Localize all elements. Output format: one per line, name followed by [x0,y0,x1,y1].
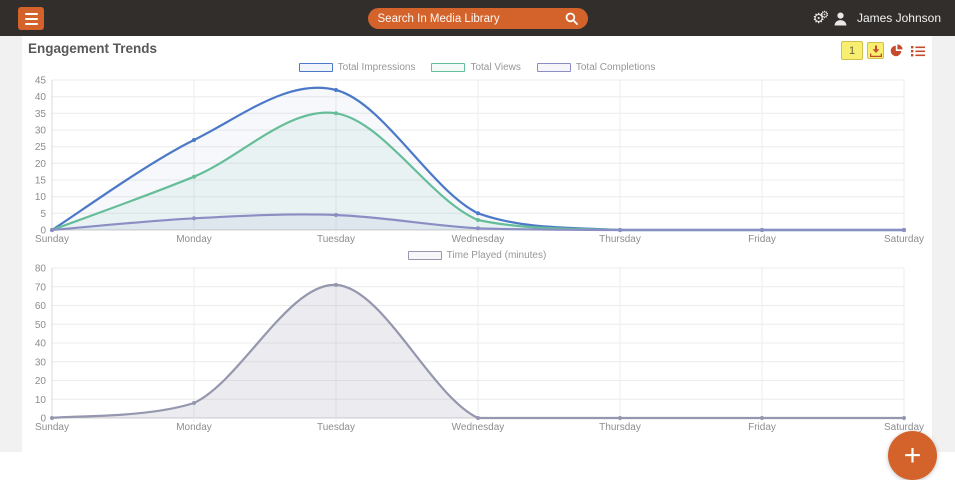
svg-text:5: 5 [40,209,46,220]
svg-text:Friday: Friday [748,234,776,245]
svg-text:30: 30 [35,126,47,137]
left-gutter [0,36,22,452]
page-title: Engagement Trends [28,41,158,56]
svg-text:Wednesday: Wednesday [452,234,505,245]
legend-label: Total Impressions [337,62,416,73]
svg-text:Friday: Friday [748,422,776,433]
legend-swatch [431,63,466,72]
legend-swatch [407,251,442,260]
legend-label: Total Views [470,62,521,73]
svg-text:35: 35 [35,109,47,120]
person-icon [834,12,847,25]
list-view-button[interactable] [909,42,926,59]
download-icon [869,45,882,57]
svg-text:10: 10 [35,192,47,203]
svg-text:Thursday: Thursday [599,422,641,433]
engagement-chart-canvas: 0 5 10 15 20 25 30 35 40 45 Sunday Monday Tuesday Wed… [35,76,924,245]
svg-text:10: 10 [35,395,47,406]
legend-item-total-views[interactable]: Total Views [431,62,521,73]
legend-item-time-played-minutes-[interactable]: Time Played (minutes) [407,250,547,261]
svg-text:15: 15 [35,176,47,187]
time-played-chart-legend: Time Played (minutes) [22,248,932,263]
svg-text:0: 0 [40,414,46,425]
chart-toolbar: 1 [841,41,926,60]
svg-text:Wednesday: Wednesday [452,422,505,433]
svg-text:45: 45 [35,76,47,87]
settings-cogs-icon[interactable]: ⚙⚙ [812,10,828,26]
legend-item-total-completions[interactable]: Total Completions [536,62,656,73]
svg-text:20: 20 [35,376,47,387]
svg-text:40: 40 [35,92,47,103]
hamburger-icon [24,12,38,15]
pie-chart-icon [890,44,903,57]
pie-chart-view-button[interactable] [888,42,905,59]
top-navigation-bar: ⚙⚙ James Johnson [0,0,955,36]
svg-text:30: 30 [35,357,47,368]
search-icon[interactable] [565,12,578,25]
notification-badge: 1 [841,41,863,60]
svg-text:Tuesday: Tuesday [317,234,355,245]
svg-text:70: 70 [35,282,47,293]
search-input[interactable] [377,12,565,25]
user-menu[interactable]: ⚙⚙ James Johnson [812,0,941,36]
hamburger-menu-button[interactable] [18,7,44,30]
svg-text:Saturday: Saturday [884,422,924,433]
svg-text:20: 20 [35,159,47,170]
svg-text:Saturday: Saturday [884,234,924,245]
svg-text:50: 50 [35,320,47,331]
svg-text:40: 40 [35,339,47,350]
time-played-line-chart: Time Played (minutes) 0 10 20 30 40 50 60 70 80 S… [22,248,932,436]
legend-label: Total Completions [575,62,656,73]
svg-text:0: 0 [40,226,46,237]
legend-swatch [298,63,333,72]
svg-text:Monday: Monday [176,422,212,433]
svg-text:25: 25 [35,142,47,153]
svg-text:Sunday: Sunday [35,234,69,245]
svg-text:Thursday: Thursday [599,234,641,245]
legend-label: Time Played (minutes) [446,250,547,261]
engagement-line-chart: Total Impressions Total Views Total Comple… [22,60,932,248]
time-played-chart-canvas: 0 10 20 30 40 50 60 70 80 Sunday Monday Tuesday Wedn… [35,264,924,433]
svg-text:60: 60 [35,301,47,312]
engagement-chart-legend: Total Impressions Total Views Total Comple… [22,60,932,75]
right-gutter [932,36,955,452]
legend-item-total-impressions[interactable]: Total Impressions [298,62,416,73]
media-library-search[interactable] [367,8,588,29]
download-button[interactable] [867,42,884,59]
svg-text:Sunday: Sunday [35,422,69,433]
list-icon [910,45,925,56]
user-name: James Johnson [856,11,941,25]
legend-swatch [536,63,571,72]
svg-text:Monday: Monday [176,234,212,245]
svg-text:Tuesday: Tuesday [317,422,355,433]
svg-text:80: 80 [35,264,47,275]
add-button[interactable]: + [888,431,937,480]
